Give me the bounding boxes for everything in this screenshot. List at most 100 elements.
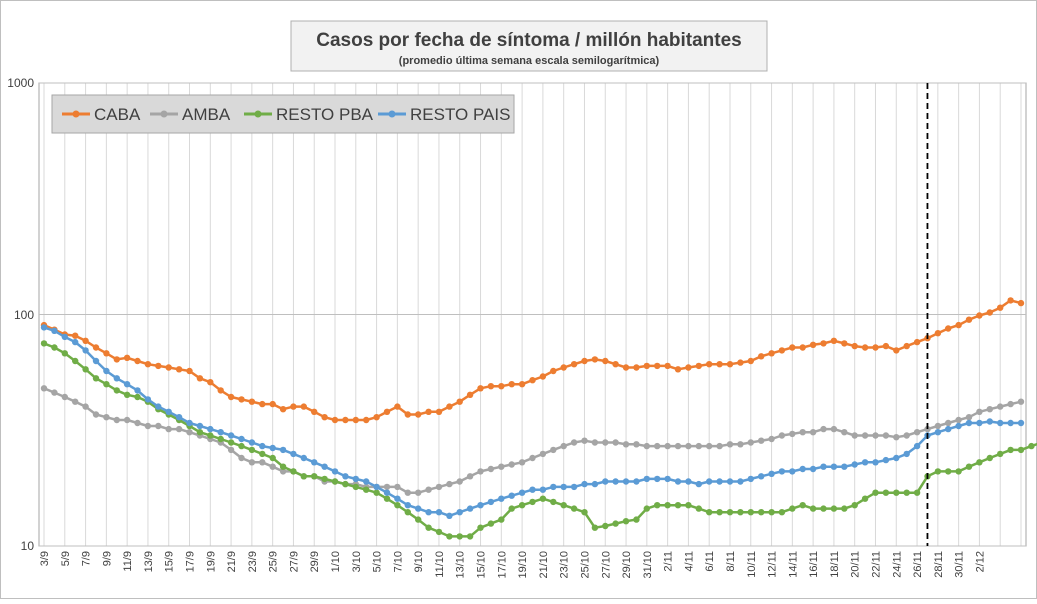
data-point (695, 442, 702, 450)
data-point (518, 381, 526, 388)
data-point (290, 403, 297, 410)
data-point (809, 465, 817, 473)
x-tick-label: 13/9 (143, 551, 155, 572)
data-point (123, 391, 131, 398)
data-point (820, 463, 827, 470)
data-point (726, 441, 734, 448)
data-point (643, 505, 650, 512)
data-point (955, 422, 962, 430)
data-point (1007, 400, 1014, 408)
x-tick-label: 11/10 (434, 551, 446, 578)
data-point (248, 439, 256, 446)
data-point (758, 509, 765, 516)
data-point (186, 429, 193, 436)
data-point (809, 429, 817, 436)
data-point (290, 450, 297, 458)
data-point (134, 357, 141, 365)
data-point (830, 337, 838, 344)
legend-marker (160, 110, 168, 118)
data-point (92, 357, 100, 365)
data-point (986, 418, 993, 425)
data-point (913, 429, 921, 436)
data-point (363, 486, 370, 493)
data-point (913, 489, 921, 496)
data-point (633, 441, 640, 448)
data-point (872, 344, 879, 351)
data-point (394, 403, 401, 410)
data-point (259, 459, 266, 466)
data-point (92, 375, 100, 382)
data-point (654, 502, 661, 509)
title-box (290, 20, 768, 72)
x-tick-label: 8/11 (725, 551, 737, 572)
legend-marker (254, 110, 262, 118)
y-tick-label: 1000 (7, 76, 34, 90)
data-point (175, 425, 183, 433)
x-tick-label: 22/11 (870, 551, 882, 578)
data-point (529, 454, 536, 462)
data-point (383, 483, 391, 491)
data-point (539, 486, 547, 493)
data-point (841, 505, 848, 512)
data-point (404, 509, 411, 516)
legend-label: RESTO PAIS (410, 105, 510, 124)
x-tick-label: 23/10 (559, 551, 571, 579)
data-point (706, 361, 713, 368)
data-point (851, 502, 858, 509)
data-point (591, 480, 599, 488)
data-point (435, 408, 443, 415)
data-point (92, 344, 100, 351)
data-point (498, 516, 505, 523)
data-point (809, 505, 817, 512)
data-point (820, 505, 827, 512)
data-point (466, 533, 474, 540)
data-point (820, 340, 827, 347)
data-point (882, 456, 890, 464)
data-point (726, 361, 734, 368)
data-point (861, 495, 869, 502)
data-point (487, 520, 495, 527)
data-point (290, 468, 297, 475)
x-tick-label: 21/10 (538, 551, 550, 579)
x-axis-ticks: 3/9 5/9 7/9 9/9 11/9 13/9 15/9 17/9 19/9 21/9 23/9… (39, 551, 986, 579)
data-point (789, 344, 796, 351)
data-point (259, 450, 266, 458)
data-point (903, 489, 910, 496)
data-point (196, 429, 204, 436)
data-point (207, 425, 214, 433)
data-point (841, 429, 848, 436)
data-point (570, 439, 578, 446)
data-point (508, 505, 515, 512)
data-point (72, 338, 79, 346)
data-point (175, 366, 183, 373)
data-point (165, 408, 172, 415)
data-point (976, 459, 983, 466)
data-point (103, 350, 110, 357)
data-point (518, 489, 526, 496)
data-point (654, 442, 661, 450)
legend-label: CABA (94, 105, 141, 124)
data-point (394, 502, 401, 509)
data-point (259, 442, 266, 450)
data-point (758, 473, 765, 480)
chart-subtitle: (promedio última semana escala semilogar… (399, 55, 660, 67)
x-tick-label: 3/9 (39, 551, 51, 566)
data-point (72, 332, 79, 339)
data-point (466, 505, 474, 512)
data-point (415, 489, 422, 496)
data-point (508, 461, 515, 468)
x-tick-label: 2/12 (974, 551, 986, 572)
x-tick-label: 24/11 (891, 551, 903, 578)
data-point (518, 502, 526, 509)
series-layer (40, 297, 1037, 540)
data-point (622, 364, 630, 371)
data-point (466, 473, 474, 480)
data-point (238, 442, 245, 450)
data-point (279, 406, 287, 413)
data-point (706, 478, 713, 485)
legend-item-resto-pba: RESTO PBA (244, 105, 374, 124)
data-point (508, 492, 515, 499)
data-point (1017, 398, 1025, 405)
x-tick-label: 28/11 (933, 551, 945, 578)
data-point (737, 359, 744, 366)
